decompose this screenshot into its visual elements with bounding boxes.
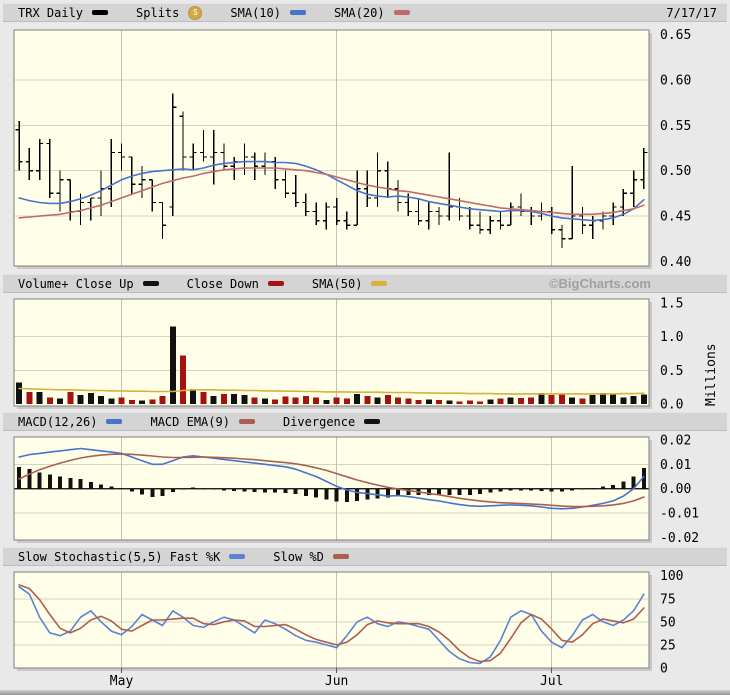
volume-plot-border <box>13 298 650 407</box>
legend-item-splits: Splits S <box>136 5 203 20</box>
macd-label: MACD(12,26) <box>18 414 98 429</box>
macd-plot-border <box>13 436 650 541</box>
volume-gridlines <box>14 299 649 406</box>
macd-ema-9-line <box>18 453 645 508</box>
price-y-tick-label: 0.60 <box>660 73 691 88</box>
sma20-label: SMA(20) <box>333 5 385 20</box>
stoch-y-tick-label: 0 <box>660 662 668 677</box>
legend-item-divergence: Divergence <box>282 414 381 429</box>
bigcharts-watermark: ©BigCharts.com <box>548 276 651 291</box>
stoch-plot-border <box>13 571 650 669</box>
volume-down-swatch <box>267 281 284 286</box>
volume-down-label: Close Down <box>186 276 259 291</box>
macd-swatch <box>106 419 123 424</box>
chart-date: 7/17/17 <box>666 5 717 20</box>
stochastic-legend-bar: Slow Stochastic(5,5) Fast %K Slow %D <box>3 547 727 566</box>
macd-y-tick-label: 0.02 <box>660 433 691 448</box>
macd-y-tick-label: -0.02 <box>660 531 699 546</box>
price-legend-bar: TRX Daily Splits S SMA(10) SMA(20) 7/17/… <box>3 3 727 22</box>
volume-y-tick-label: 0.0 <box>660 397 683 412</box>
stoch-y-tick-label: 50 <box>660 615 676 630</box>
sma50-swatch <box>371 281 388 286</box>
price-y-tick-label: 0.45 <box>660 210 691 225</box>
volume-y-tick-label: 0.5 <box>660 364 683 379</box>
stoch-y-tick-label: 75 <box>660 592 676 607</box>
sma-10-line <box>18 160 645 222</box>
volume-y-tick-label: 1.5 <box>660 297 683 312</box>
legend-item-sma50: SMA(50) <box>312 277 388 291</box>
volume-plot-background <box>14 299 649 406</box>
sma10-label: SMA(10) <box>230 5 281 20</box>
volume-legend-bar: Volume+ Close Up Close Down SMA(50) ©Big… <box>3 274 727 293</box>
legend-item-symbol: TRX Daily <box>18 5 109 20</box>
splits-icon: S <box>188 5 203 20</box>
legend-item-stoch-d: Slow %D <box>273 550 349 564</box>
divergence-label: Divergence <box>282 414 356 429</box>
price-y-tick-label: 0.50 <box>660 164 691 179</box>
macd-y-tick-label: -0.01 <box>660 507 699 522</box>
stoch-d-label: Slow %D <box>273 549 324 564</box>
millions-axis-unit-label: Millions <box>704 343 719 406</box>
sma50-label: SMA(50) <box>311 276 363 291</box>
ohlc-bars <box>15 93 648 248</box>
price-series-swatch <box>92 10 109 15</box>
fast-k-line <box>18 585 645 665</box>
sma20-swatch <box>393 10 410 15</box>
legend-item-volume-down: Close Down <box>187 277 284 291</box>
legend-item-sma20: SMA(20) <box>334 6 410 20</box>
legend-item-volume-up: Volume+ Close Up <box>18 277 159 291</box>
sma-50-line <box>18 387 645 395</box>
stoch-gridlines <box>14 572 649 668</box>
stoch-k-label: Slow Stochastic(5,5) Fast %K <box>18 549 221 564</box>
macd-y-tick-label: 0.01 <box>660 458 691 473</box>
legend-item-macd-ema: MACD EMA(9) <box>150 414 255 429</box>
window-bottom-edge <box>0 690 730 695</box>
stoch-y-tick-label: 100 <box>660 569 683 584</box>
price-y-tick-label: 0.65 <box>660 28 691 43</box>
x-axis-month-label: May <box>110 674 134 689</box>
macd-y-tick-label: 0.00 <box>660 482 691 497</box>
x-axis-month-label: Jun <box>325 674 348 689</box>
divergence-swatch <box>364 419 381 424</box>
legend-item-sma10: SMA(10) <box>230 6 306 20</box>
price-y-tick-label: 0.55 <box>660 119 691 134</box>
volume-up-label: Volume+ Close Up <box>18 276 134 291</box>
x-axis-month-label: Jul <box>540 674 563 689</box>
legend-item-macd: MACD(12,26) <box>18 414 123 429</box>
sma10-swatch <box>289 10 306 15</box>
volume-bars <box>16 326 647 404</box>
symbol-interval-label: TRX Daily <box>18 5 84 20</box>
stoch-k-swatch <box>229 554 246 559</box>
slow-d-line <box>18 584 645 663</box>
macd-legend-bar: MACD(12,26) MACD EMA(9) Divergence <box>3 412 727 431</box>
volume-up-swatch <box>142 281 159 286</box>
stoch-d-swatch <box>332 554 349 559</box>
macd-ema-swatch <box>238 419 255 424</box>
macd-ema-label: MACD EMA(9) <box>150 414 230 429</box>
legend-item-stoch-k: Slow Stochastic(5,5) Fast %K <box>18 549 246 564</box>
stoch-y-tick-label: 25 <box>660 638 676 653</box>
volume-y-tick-label: 1.0 <box>660 330 683 345</box>
splits-label: Splits <box>136 5 180 20</box>
price-plot-border <box>13 29 650 267</box>
price-plot-background <box>14 30 649 266</box>
price-y-tick-label: 0.40 <box>660 255 691 270</box>
sma-20-line <box>18 167 645 219</box>
